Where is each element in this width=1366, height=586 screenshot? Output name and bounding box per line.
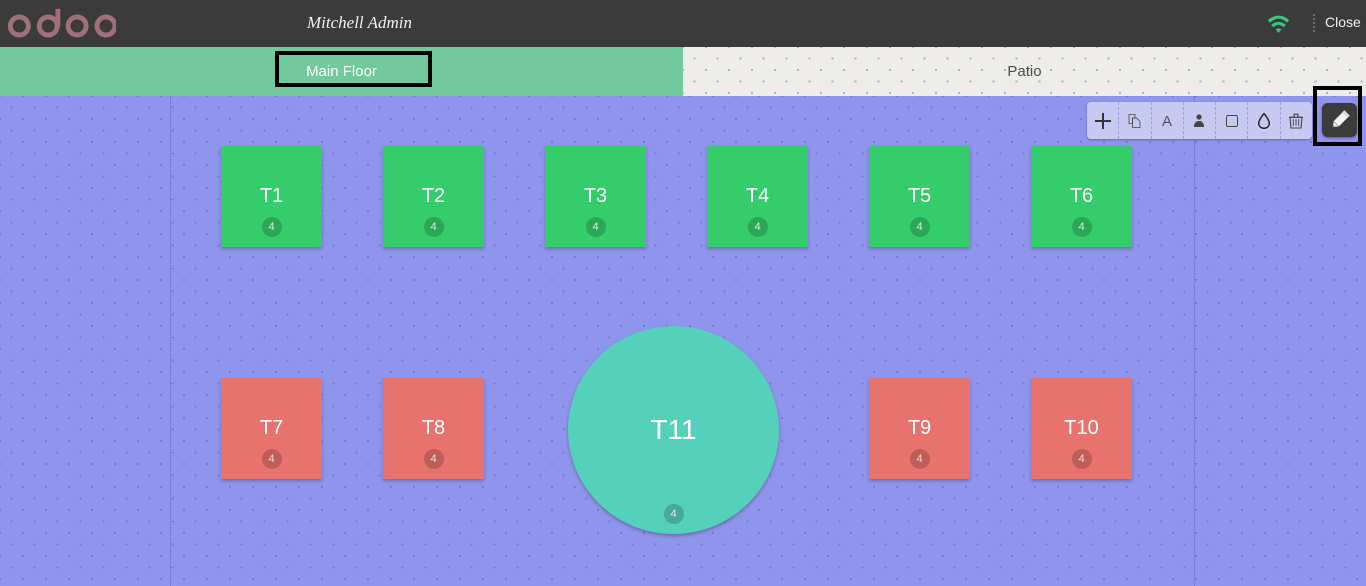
svg-text:A: A	[1162, 113, 1172, 130]
